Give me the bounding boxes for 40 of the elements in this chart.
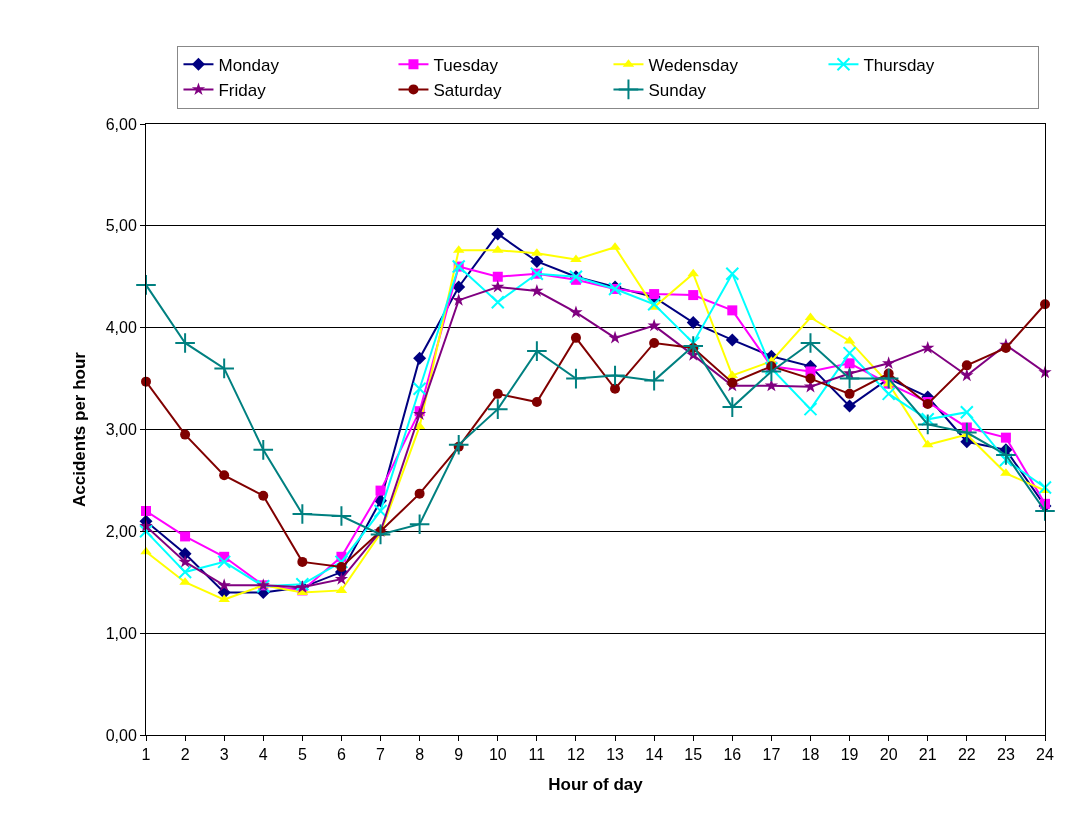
x-tick-label: 21 [918, 746, 937, 764]
legend-label: Saturday [433, 81, 503, 101]
x-tick-label: 5 [297, 746, 307, 764]
x-tick-label: 7 [376, 746, 386, 764]
y-tick-label: 4,00 [105, 319, 137, 337]
y-tick-label: 3,00 [105, 421, 137, 439]
y-tick-label: 2,00 [105, 522, 137, 540]
x-tick-label: 23 [997, 746, 1015, 764]
y-axis-title: Accidents per hour [70, 351, 90, 507]
x-tick-label: 10 [488, 746, 507, 764]
legend-label: Monday [218, 55, 280, 75]
x-tick-label: 15 [684, 746, 703, 764]
y-tick-label: 6,00 [105, 115, 137, 133]
x-tick-label: 12 [567, 746, 585, 764]
x-tick-label: 11 [528, 746, 546, 764]
x-tick-label: 24 [1036, 746, 1054, 764]
x-tick-label: 3 [219, 746, 229, 764]
x-tick-label: 13 [606, 746, 625, 764]
legend-label: Tuesday [433, 55, 499, 75]
x-tick-label: 17 [762, 746, 781, 764]
x-tick-label: 20 [879, 746, 898, 764]
legend-label: Thursday [863, 55, 935, 75]
y-tick-label: 0,00 [105, 726, 137, 744]
x-tick-label: 4 [258, 746, 268, 764]
legend-label: Sunday [648, 81, 707, 101]
x-tick-label: 19 [840, 746, 859, 764]
y-tick-label: 5,00 [105, 217, 137, 235]
x-tick-label: 6 [336, 746, 346, 764]
x-tick-label: 22 [957, 746, 976, 764]
legend-label: Friday [218, 81, 267, 101]
y-tick-label: 1,00 [105, 624, 137, 642]
x-tick-label: 9 [454, 746, 464, 764]
x-tick-label: 18 [801, 746, 820, 764]
x-axis-title: Hour of day [548, 774, 644, 794]
x-tick-label: 8 [415, 746, 425, 764]
x-tick-label: 1 [141, 746, 151, 764]
x-tick-label: 14 [645, 746, 664, 764]
x-tick-label: 2 [180, 746, 190, 764]
x-tick-label: 16 [723, 746, 742, 764]
legend-label: Wedensday [648, 55, 739, 75]
